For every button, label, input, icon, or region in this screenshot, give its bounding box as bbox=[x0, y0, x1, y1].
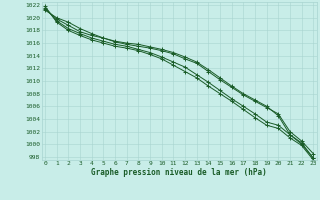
X-axis label: Graphe pression niveau de la mer (hPa): Graphe pression niveau de la mer (hPa) bbox=[91, 168, 267, 177]
